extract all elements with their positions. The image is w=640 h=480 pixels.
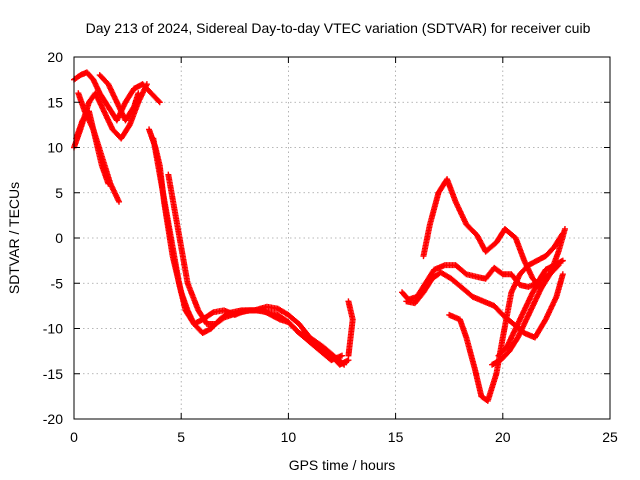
data-point <box>345 298 352 305</box>
y-tick-label: 10 <box>47 140 63 156</box>
data-point <box>135 90 142 97</box>
data-point <box>554 263 561 270</box>
data-point <box>340 360 347 367</box>
data-point <box>339 352 345 359</box>
data-point <box>559 230 566 237</box>
series-arc-13 <box>446 230 566 404</box>
chart-title: Day 213 of 2024, Sidereal Day-to-day VTE… <box>86 20 591 36</box>
data-point <box>143 81 150 88</box>
x-tick-label: 0 <box>70 429 78 445</box>
data-point <box>156 99 163 106</box>
series-arc-14 <box>495 262 562 359</box>
series-arc-12 <box>420 176 568 291</box>
data-point <box>555 262 562 269</box>
data-point <box>130 105 137 112</box>
y-tick-label: 5 <box>55 185 63 201</box>
series-arc-11 <box>403 269 566 341</box>
axis-ticks: 0 5 10 15 20 25 -20 -15 -10 -5 0 5 10 15 20 <box>43 49 618 445</box>
data-point <box>559 231 566 238</box>
data-point <box>155 98 162 105</box>
data-point <box>540 280 547 287</box>
x-tick-label: 10 <box>281 429 297 445</box>
data-point <box>559 271 566 278</box>
y-tick-label: 20 <box>47 49 63 65</box>
x-tick-label: 15 <box>388 429 404 445</box>
data-point <box>209 310 216 317</box>
data-point <box>559 257 566 264</box>
y-axis-title: SDTVAR / TECUs <box>6 182 22 294</box>
x-axis-title: GPS time / hours <box>289 457 396 473</box>
y-tick-label: 15 <box>47 94 63 110</box>
x-tick-label: 25 <box>602 429 618 445</box>
data-point <box>341 361 348 368</box>
series-arc-15 <box>489 280 547 368</box>
y-tick-label: -10 <box>43 321 63 337</box>
y-tick-label: -20 <box>43 411 63 427</box>
series-arc-8 <box>165 171 348 368</box>
y-tick-label: -5 <box>51 275 64 291</box>
x-tick-label: 20 <box>495 429 511 445</box>
x-tick-label: 5 <box>177 429 185 445</box>
series-arc-9 <box>345 298 356 359</box>
y-tick-label: -15 <box>43 366 63 382</box>
data-points <box>71 69 568 404</box>
data-point <box>561 225 568 232</box>
data-point <box>116 198 123 205</box>
series-arc-5 <box>96 72 142 124</box>
y-tick-label: 0 <box>55 230 63 246</box>
series-arc-6 <box>146 126 352 368</box>
